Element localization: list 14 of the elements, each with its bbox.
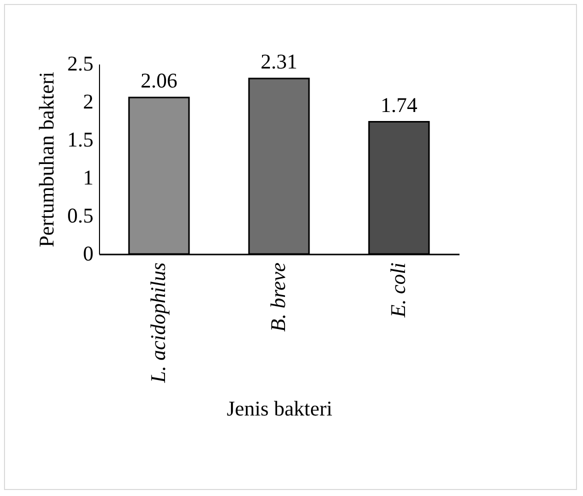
y-tick-label: 0 xyxy=(83,242,94,266)
y-tick-label: 2.5 xyxy=(67,52,94,76)
x-tick-label: E. coli xyxy=(386,262,410,318)
data-label: 1.74 xyxy=(380,92,418,117)
x-tick-label: L. acidophilus xyxy=(146,262,170,384)
data-label: 2.31 xyxy=(260,49,298,74)
x-axis-title: Jenis bakteri xyxy=(226,396,332,421)
x-tick-label: B. breve xyxy=(266,262,290,332)
y-tick-label: 1.5 xyxy=(67,128,94,152)
y-tick-label: 2 xyxy=(83,90,94,114)
data-label: 2.06 xyxy=(140,68,178,92)
y-tick-label: 1 xyxy=(83,166,94,190)
y-axis-title: Pertumbuhan bakteri xyxy=(34,72,58,248)
y-tick-label: 0.5 xyxy=(67,204,94,228)
